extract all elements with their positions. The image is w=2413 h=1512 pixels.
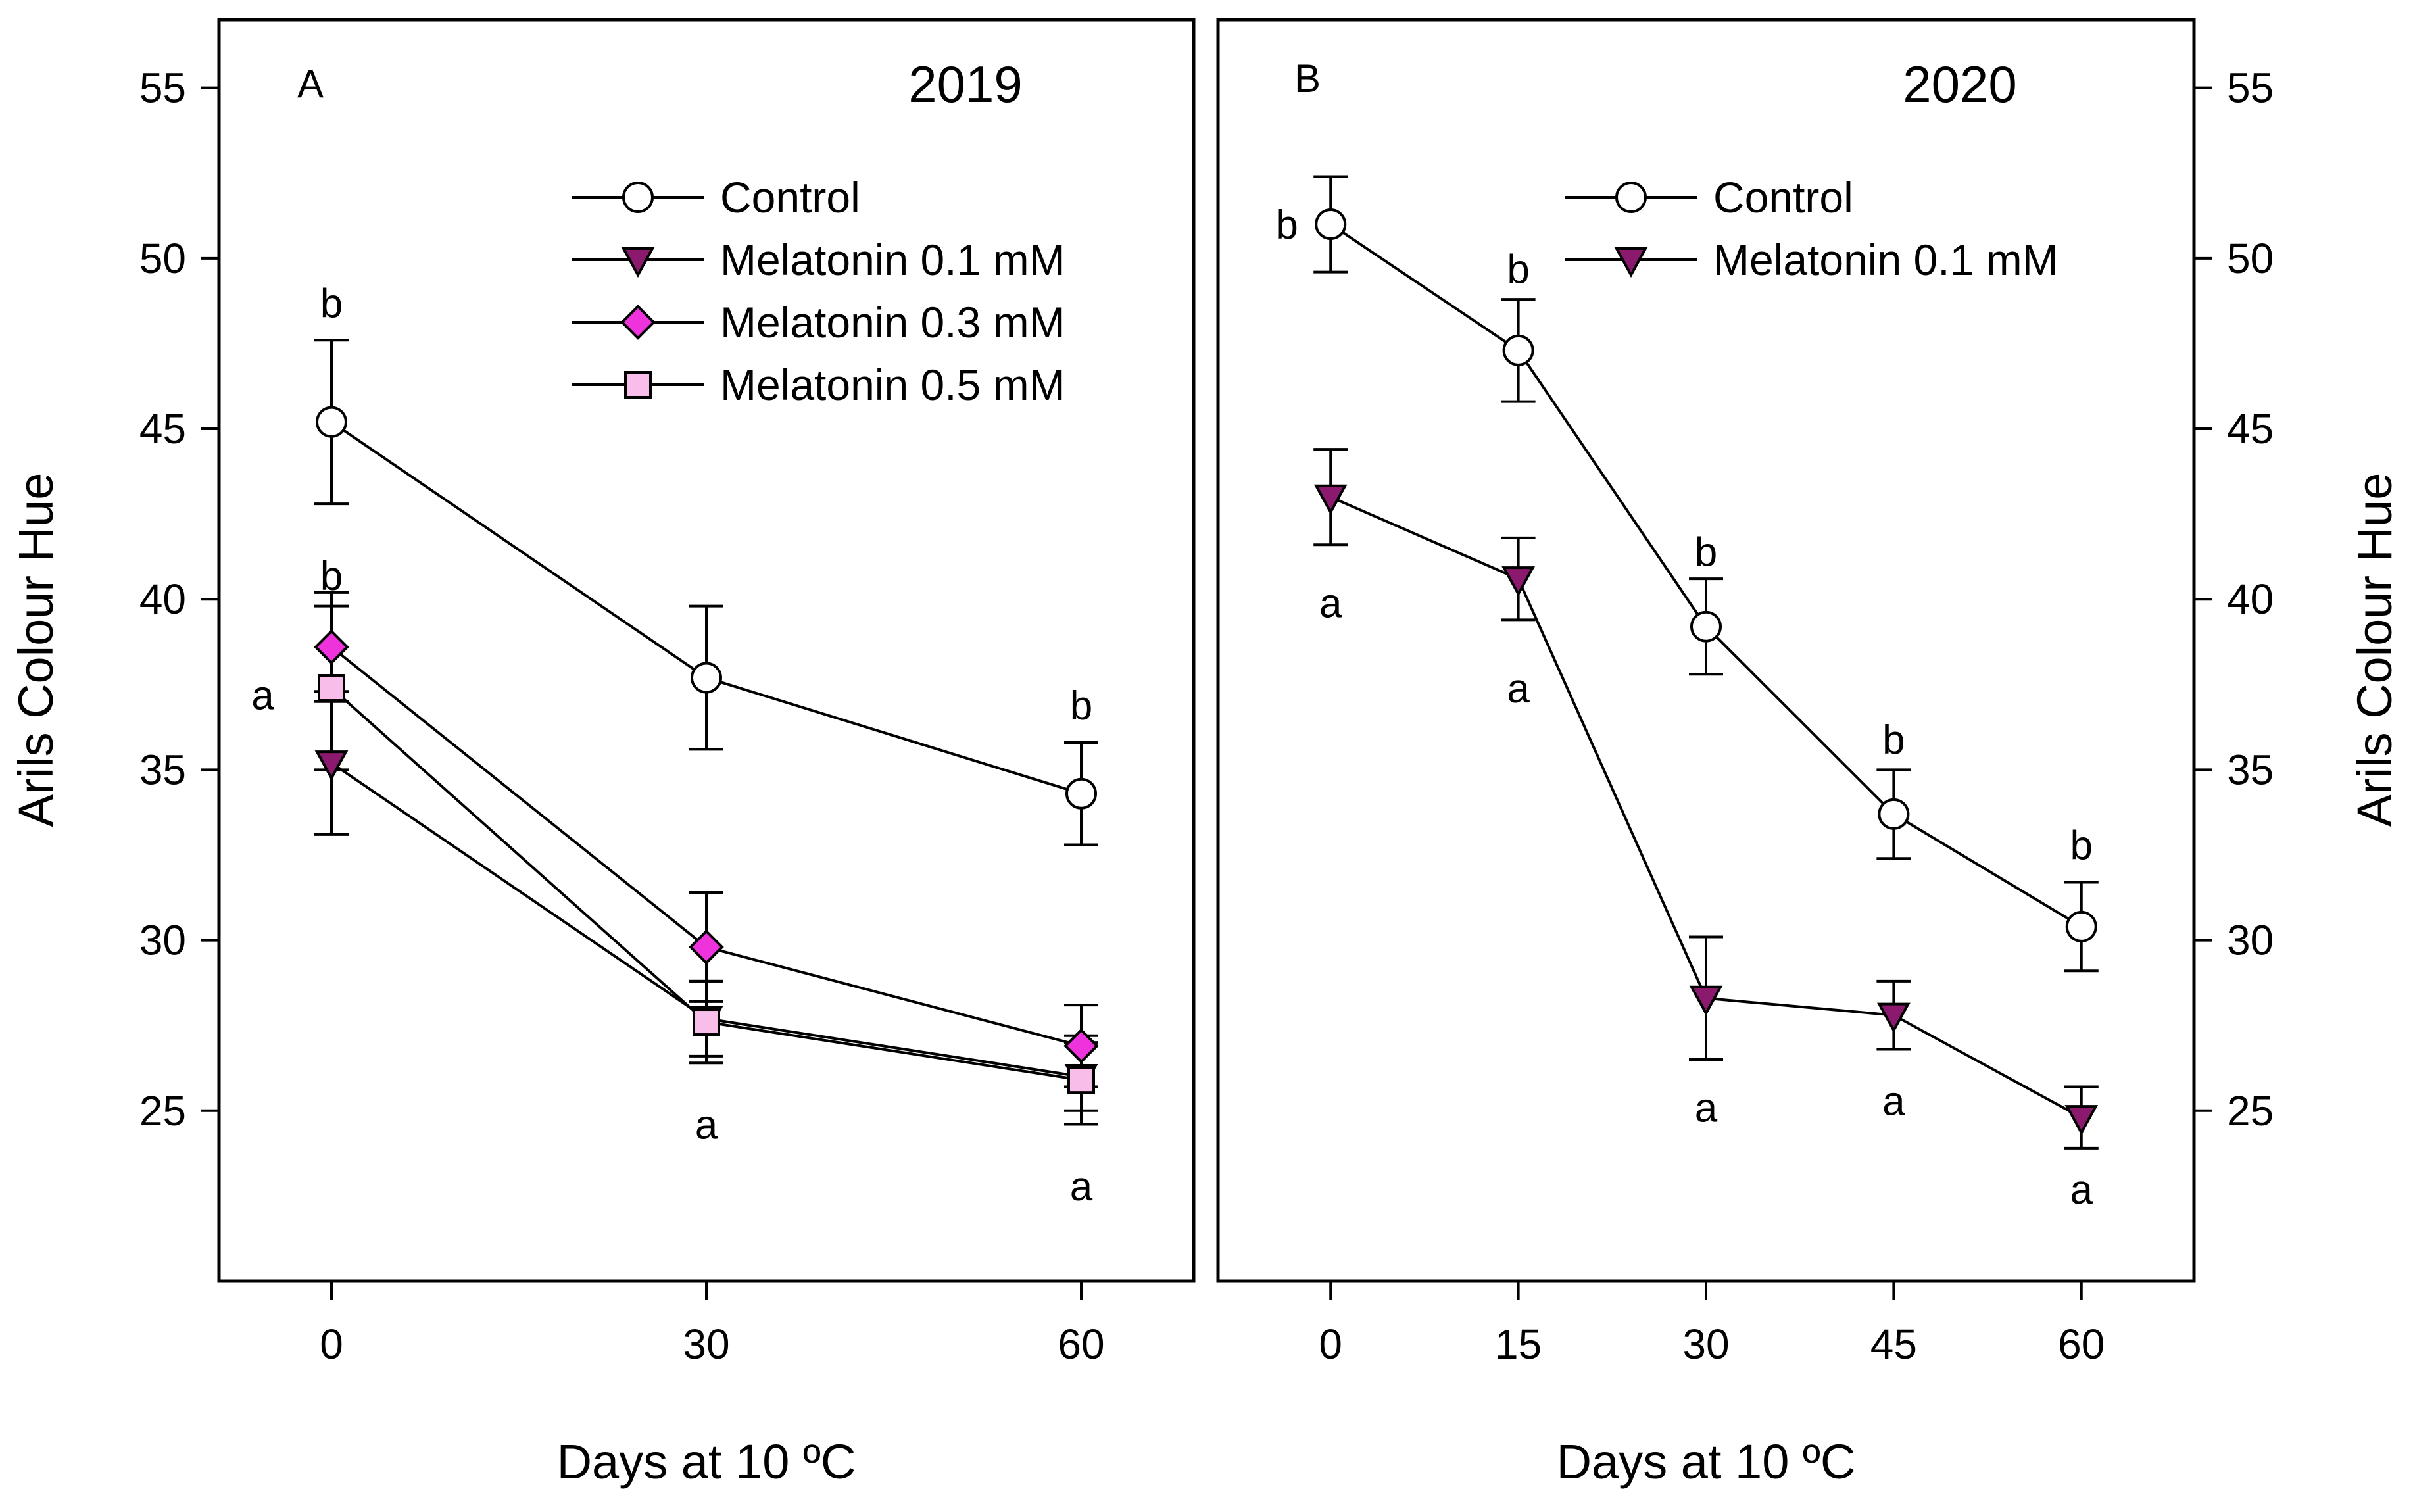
panel-a-legend-marker-melatonin-0-5-mm (624, 371, 652, 399)
panel-a-legend-label-melatonin-0-1-mm: Melatonin 0.1 mM (720, 235, 1065, 284)
panel-b-x-ticks: 0 15 30 45 60 (1319, 1281, 2105, 1368)
panel-b-point-melatonin-0-1-mm (1877, 1002, 1911, 1033)
panel-b-x-tick-label: 45 (1870, 1321, 1917, 1368)
panel-a-legend-marker-control (622, 182, 654, 213)
panel-a-significance-label: b (320, 554, 343, 599)
panel-a-point-melatonin-0-1-mm (314, 750, 349, 781)
panel-a-y-axis-title: Arils Colour Hue (9, 473, 63, 827)
panel-b-significance-label: b (1695, 530, 1717, 575)
panel-a-point-melatonin-0-3-mm (689, 929, 724, 965)
panel-a-legend-marker-melatonin-0-3-mm (620, 305, 656, 340)
panel-a-y-tick-label: 25 (139, 1087, 186, 1134)
panel-b: B 2020 Arils Colour Hue Days at 10 ºC 25… (1216, 18, 2402, 1489)
panel-b-significance-label: b (2070, 823, 2093, 868)
panel-b-x-tick-label: 0 (1319, 1321, 1342, 1368)
panel-b-y-axis-title: Arils Colour Hue (2347, 473, 2402, 827)
panel-a-point-melatonin-0-5-mm (318, 674, 345, 702)
panel-a-x-tick-label: 60 (1058, 1321, 1104, 1368)
panel-a-legend-marker-melatonin-0-1-mm (621, 247, 655, 278)
panel-a-significance-label: a (1070, 1164, 1093, 1209)
panel-b-legend: Control Melatonin 0.1 mM (1565, 173, 2059, 284)
panel-a-point-melatonin-0-3-mm (1063, 1028, 1099, 1064)
panel-b-legend-label-control: Control (1713, 173, 1853, 222)
panel-a-y-tick-label: 35 (139, 746, 186, 793)
panel-b-title: 2020 (1903, 55, 2017, 113)
panel-b-point-melatonin-0-1-mm (1689, 985, 1723, 1016)
panel-b-y-tick-label: 25 (2227, 1087, 2274, 1134)
panel-a-point-control (1065, 777, 1097, 810)
panel-a-y-tick-label: 45 (139, 405, 186, 452)
panel-a-y-tick-label: 40 (139, 575, 186, 623)
panel-a-legend-label-melatonin-0-5-mm: Melatonin 0.5 mM (720, 360, 1065, 409)
panel-b-x-tick-label: 15 (1495, 1321, 1542, 1368)
panel-b-significance-label: a (1695, 1086, 1718, 1131)
panel-a-letter: A (297, 62, 324, 106)
panel-a-significance-label: a (251, 673, 274, 718)
panel-a-significance-label: a (695, 1103, 718, 1148)
panel-b-significance-label: a (1882, 1079, 1905, 1124)
panel-b-y-tick-label: 35 (2227, 746, 2274, 793)
panel-b-y-tick-label: 30 (2227, 917, 2274, 964)
panel-b-point-control (1502, 334, 1534, 366)
panel-b-point-melatonin-0-1-mm (2064, 1105, 2099, 1136)
panel-b-significance-label: b (1275, 203, 1298, 248)
panel-b-plot-area: b a b a b a b a b a (1275, 175, 2099, 1213)
panel-b-legend-marker-melatonin-0-1-mm (1614, 247, 1648, 278)
panel-b-significance-label: a (1319, 581, 1342, 626)
panel-b-legend-marker-control (1615, 182, 1647, 213)
panel-a-point-melatonin-0-5-mm (1067, 1066, 1095, 1094)
panel-a-x-tick-label: 30 (683, 1321, 729, 1368)
panel-b-point-control (2065, 910, 2097, 942)
panel-a-point-melatonin-0-5-mm (693, 1008, 720, 1036)
panel-a-y-tick-label: 50 (139, 235, 186, 282)
panel-a-significance-label: b (1070, 683, 1092, 729)
panel-b-y-tick-label: 45 (2227, 405, 2274, 452)
panel-b-series-line-control (1330, 223, 2082, 928)
panel-a: A 2019 Arils Colour Hue Days at 10 ºC 25… (9, 18, 1196, 1489)
panel-b-x-axis-title: Days at 10 ºC (1557, 1434, 1856, 1489)
panel-a-y-tick-label: 30 (139, 917, 186, 964)
panel-a-legend: Control Melatonin 0.1 mM Melatonin 0.3 mM M… (572, 173, 1065, 409)
panel-b-y-tick-label: 40 (2227, 575, 2274, 623)
panel-a-x-tick-label: 0 (320, 1321, 343, 1368)
panel-b-y-tick-label: 55 (2227, 64, 2274, 112)
panel-a-point-melatonin-0-3-mm (314, 629, 349, 665)
panel-a-x-axis-title: Days at 10 ºC (557, 1434, 856, 1489)
panel-b-significance-label: b (1507, 247, 1529, 292)
panel-b-point-melatonin-0-1-mm (1313, 484, 1348, 515)
panel-a-title: 2019 (908, 55, 1023, 113)
panel-b-significance-label: a (2070, 1167, 2093, 1213)
panel-a-legend-label-control: Control (720, 173, 860, 222)
panel-b-x-tick-label: 60 (2058, 1321, 2105, 1368)
panel-a-y-ticks: 25 30 35 40 45 50 55 (139, 64, 219, 1134)
panel-b-significance-label: a (1507, 666, 1530, 712)
panel-b-point-control (1878, 798, 1910, 830)
panel-b-point-melatonin-0-1-mm (1501, 566, 1535, 597)
panel-a-significance-label: b (320, 281, 343, 326)
panel-a-point-control (691, 662, 722, 694)
panel-b-x-tick-label: 30 (1682, 1321, 1729, 1368)
panel-b-legend-label-melatonin-0-1-mm: Melatonin 0.1 mM (1713, 235, 2059, 284)
panel-a-x-ticks: 0 30 60 (320, 1281, 1105, 1368)
panel-b-y-ticks: 25 30 35 40 45 50 55 (2194, 64, 2274, 1134)
panel-b-letter: B (1294, 57, 1321, 101)
panel-b-y-tick-label: 50 (2227, 235, 2274, 282)
panel-a-legend-label-melatonin-0-3-mm: Melatonin 0.3 mM (720, 298, 1065, 347)
panel-b-significance-label: b (1882, 718, 1905, 763)
panel-a-plot-area: b a b a b a (251, 281, 1099, 1209)
panel-a-point-control (316, 406, 347, 438)
panel-b-point-control (1315, 208, 1347, 241)
panel-a-y-tick-label: 55 (139, 64, 186, 112)
panel-b-point-control (1690, 610, 1722, 643)
